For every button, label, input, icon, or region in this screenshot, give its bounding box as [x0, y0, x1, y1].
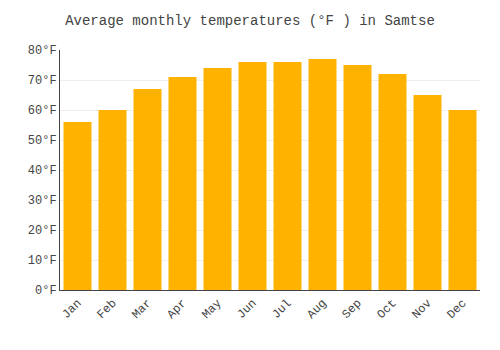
svg-text:Sep: Sep [339, 297, 364, 322]
svg-text:0°F: 0°F [35, 284, 57, 298]
svg-text:Jun: Jun [234, 297, 259, 322]
svg-text:40°F: 40°F [28, 164, 57, 178]
svg-text:Nov: Nov [409, 297, 434, 322]
svg-text:Oct: Oct [374, 297, 399, 322]
svg-text:Jan: Jan [59, 297, 84, 322]
svg-text:May: May [199, 297, 224, 322]
svg-text:60°F: 60°F [28, 104, 57, 118]
svg-text:Jul: Jul [269, 297, 294, 322]
svg-text:50°F: 50°F [28, 134, 57, 148]
svg-text:30°F: 30°F [28, 194, 57, 208]
svg-text:Apr: Apr [164, 297, 189, 322]
svg-text:20°F: 20°F [28, 224, 57, 238]
svg-text:Mar: Mar [129, 297, 154, 322]
svg-text:Aug: Aug [304, 297, 329, 322]
svg-text:10°F: 10°F [28, 254, 57, 268]
svg-text:Feb: Feb [94, 297, 119, 322]
svg-text:Average monthly temperatures (: Average monthly temperatures (°F ) in Sa… [65, 13, 435, 29]
svg-text:70°F: 70°F [28, 74, 57, 88]
svg-text:Dec: Dec [444, 297, 469, 322]
svg-text:80°F: 80°F [28, 44, 57, 58]
